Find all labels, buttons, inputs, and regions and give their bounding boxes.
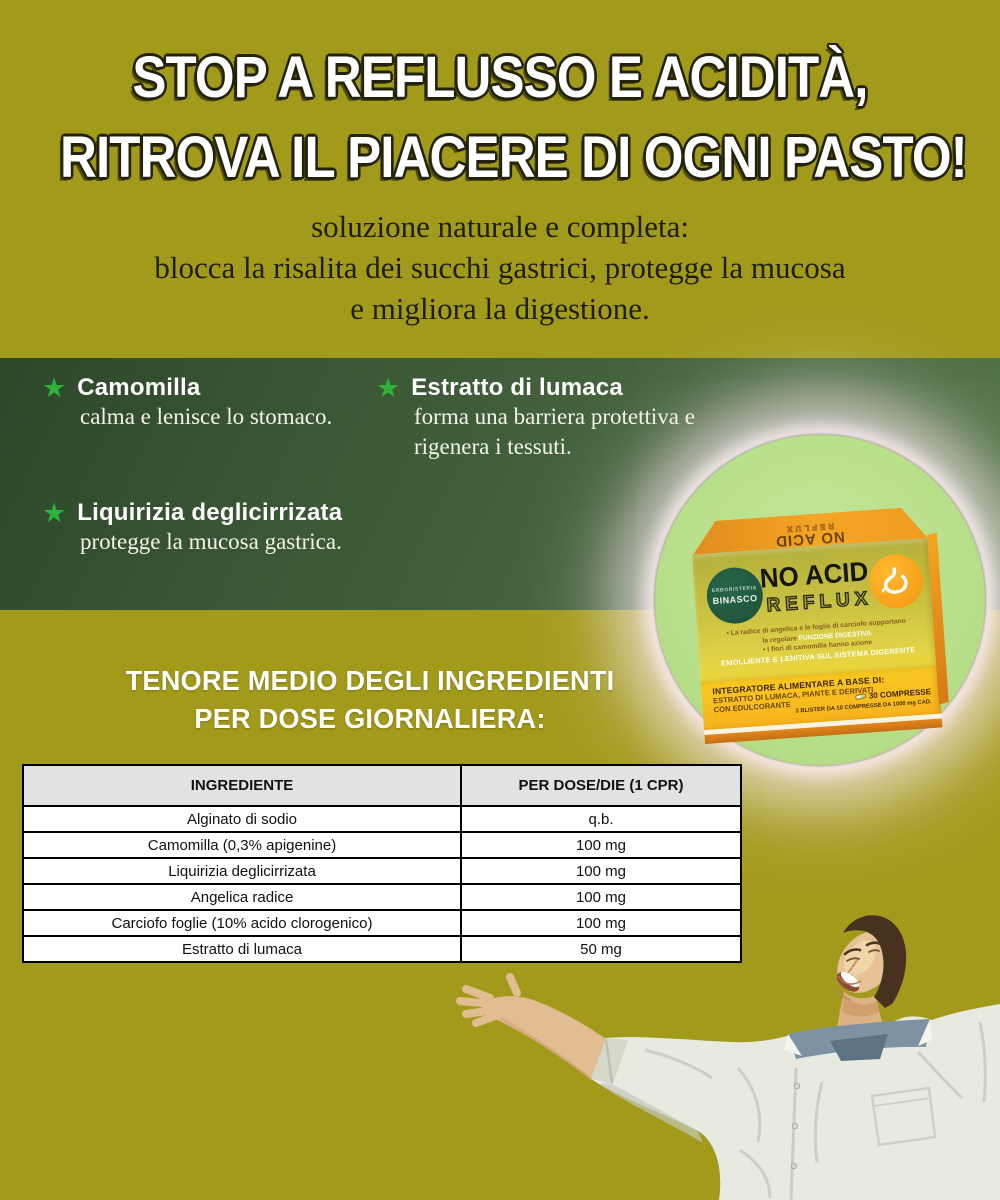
dose-cell: 100 mg bbox=[460, 883, 742, 911]
ingredient-cell: Angelica radice bbox=[22, 883, 462, 911]
subtitle-line-1: soluzione naturale e completa: bbox=[311, 209, 689, 244]
feature-desc: calma e lenisce lo stomaco. bbox=[80, 404, 333, 429]
ingredients-heading: TENORE MEDIO DEGLI INGREDIENTI PER DOSE … bbox=[40, 662, 700, 738]
table-row: Alginato di sodio q.b. bbox=[22, 805, 742, 833]
brand-logo: ERBORISTERIA BINASCO bbox=[704, 565, 765, 626]
man-shirt bbox=[591, 1004, 1000, 1200]
dose-cell: 100 mg bbox=[460, 909, 742, 937]
feature-camomilla: ★ Camomilla calma e lenisce lo stomaco. bbox=[42, 374, 352, 432]
table-row: Angelica radice 100 mg bbox=[22, 883, 742, 911]
man-left-arm bbox=[456, 973, 606, 1081]
subtitle-line-2: blocca la risalita dei succhi gastrici, … bbox=[154, 250, 846, 285]
man-face bbox=[834, 915, 907, 1038]
ingredients-table: INGREDIENTE PER DOSE/DIE (1 CPR) Alginat… bbox=[22, 764, 742, 963]
headline-line-2: RITROVA IL PIACERE DI OGNI PASTO! bbox=[60, 125, 968, 190]
ingredients-heading-line-2: PER DOSE GIORNALIERA: bbox=[194, 703, 546, 734]
column-header-ingrediente: INGREDIENTE bbox=[22, 764, 462, 807]
dose-cell: q.b. bbox=[460, 805, 742, 833]
table-row: Estratto di lumaca 50 mg bbox=[22, 935, 742, 963]
feature-desc: forma una barriera protettiva e rigenera… bbox=[414, 404, 695, 459]
ingredients-heading-line-1: TENORE MEDIO DEGLI INGREDIENTI bbox=[125, 665, 615, 696]
product-box-front: ERBORISTERIA BINASCO NO ACID REFLUX • La… bbox=[691, 537, 939, 683]
page-title: STOP A REFLUSSO E ACIDITÀ, RITROVA IL PI… bbox=[0, 38, 1000, 198]
feature-liquirizia: ★ Liquirizia deglicirrizata protegge la … bbox=[42, 499, 382, 557]
dose-cell: 100 mg bbox=[460, 857, 742, 885]
feature-title: Camomilla bbox=[77, 374, 201, 401]
column-header-dose: PER DOSE/DIE (1 CPR) bbox=[460, 764, 742, 807]
star-icon: ★ bbox=[376, 372, 401, 403]
ingredient-cell: Carciofo foglie (10% acido clorogenico) bbox=[22, 909, 462, 937]
feature-title: Liquirizia deglicirrizata bbox=[77, 499, 343, 526]
stomach-icon bbox=[881, 567, 908, 594]
star-icon: ★ bbox=[42, 497, 67, 528]
brand-name-text: BINASCO bbox=[712, 593, 758, 607]
ingredient-cell: Camomilla (0,3% apigenine) bbox=[22, 831, 462, 859]
subtitle: soluzione naturale e completa: blocca la… bbox=[0, 206, 1000, 329]
star-icon: ★ bbox=[42, 372, 67, 403]
man-collar bbox=[784, 1019, 932, 1061]
feature-title: Estratto di lumaca bbox=[411, 374, 623, 401]
happy-man-photo bbox=[456, 915, 1000, 1200]
subtitle-line-3: e migliora la digestione. bbox=[350, 291, 650, 326]
dose-cell: 50 mg bbox=[460, 935, 742, 963]
ingredient-cell: Liquirizia deglicirrizata bbox=[22, 857, 462, 885]
dose-cell: 100 mg bbox=[460, 831, 742, 859]
feature-estratto-di-lumaca: ★ Estratto di lumaca forma una barriera … bbox=[376, 374, 706, 462]
table-header-row: INGREDIENTE PER DOSE/DIE (1 CPR) bbox=[22, 764, 742, 807]
feature-desc: protegge la mucosa gastrica. bbox=[80, 529, 342, 554]
headline-line-1: STOP A REFLUSSO E ACIDITÀ, bbox=[132, 45, 868, 110]
stomach-badge bbox=[867, 552, 926, 611]
table-row: Camomilla (0,3% apigenine) 100 mg bbox=[22, 831, 742, 859]
ingredient-cell: Alginato di sodio bbox=[22, 805, 462, 833]
capsule-icon bbox=[854, 692, 867, 701]
table-row: Carciofo foglie (10% acido clorogenico) 1… bbox=[22, 909, 742, 937]
table-row: Liquirizia deglicirrizata 100 mg bbox=[22, 857, 742, 885]
product-box: NO ACID REFLUX ERBORISTERIA BINASCO NO A… bbox=[689, 504, 949, 745]
ingredient-cell: Estratto di lumaca bbox=[22, 935, 462, 963]
